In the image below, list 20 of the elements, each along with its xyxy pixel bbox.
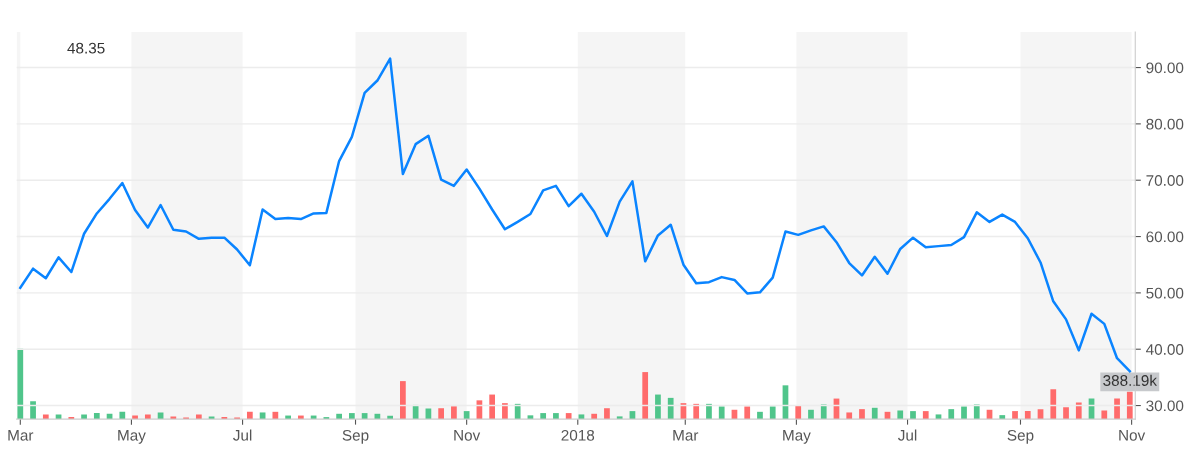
x-tick-label: Jul: [898, 429, 917, 441]
data-label: 388.19k: [1103, 374, 1157, 386]
x-tick-label: 2018: [561, 429, 595, 441]
y-tick-label: 90.00: [1146, 62, 1184, 74]
x-tick-label: May: [783, 430, 811, 444]
y-tick-label: 50.00: [1146, 287, 1184, 299]
y-tick-label: 60.00: [1146, 231, 1184, 243]
annotation: 48.35: [67, 42, 105, 54]
y-tick-label: 70.00: [1146, 175, 1184, 186]
x-tick-label: Nov: [1119, 430, 1146, 441]
x-tick-label: May: [118, 430, 146, 444]
y-tick-label: 80.00: [1146, 118, 1184, 130]
x-tick-label: Sep: [342, 429, 369, 444]
x-tick-label: Jul: [233, 429, 252, 441]
x-tick-label: Mar: [8, 430, 34, 441]
x-tick-label: Mar: [673, 430, 699, 441]
x-tick-label: Nov: [454, 430, 481, 441]
x-tick-label: Sep: [1007, 429, 1034, 444]
y-tick-label: 30.00: [1146, 400, 1184, 412]
y-tick-label: 40.00: [1146, 344, 1184, 355]
